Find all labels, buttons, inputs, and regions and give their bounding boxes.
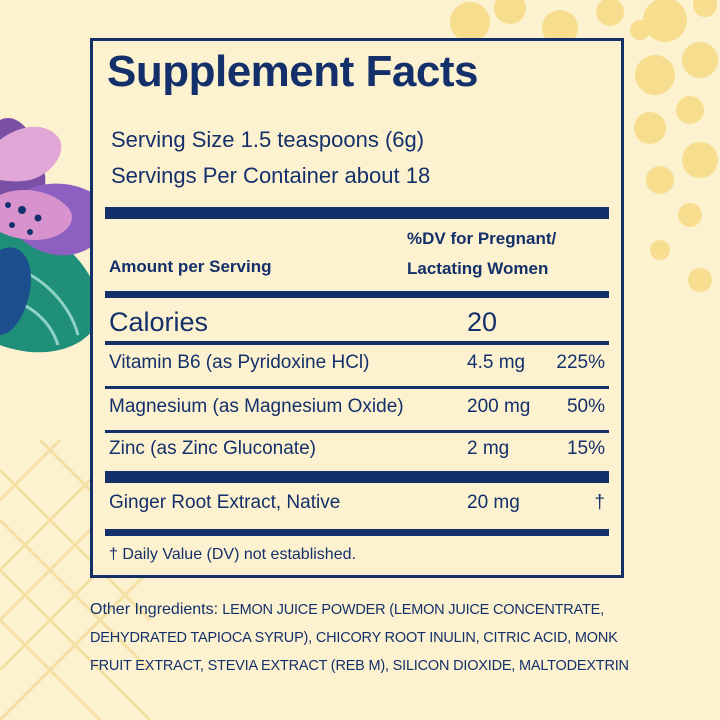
nutrient-name: Zinc (as Zinc Gluconate) <box>109 438 316 459</box>
servings-per-container: Servings Per Container about 18 <box>111 163 431 188</box>
flower-illustration <box>0 118 112 353</box>
serving-size: Serving Size 1.5 teaspoons (6g) <box>111 127 425 152</box>
other-ingredients-label: Other Ingredients: <box>90 601 219 618</box>
dv-header-line2: Lactating Women <box>407 259 549 278</box>
nutrient-amount: 2 mg <box>467 438 510 459</box>
bottom-divider <box>105 529 609 536</box>
header-divider <box>105 291 609 298</box>
panel-title: Supplement Facts <box>107 47 478 96</box>
nutrient-name: Ginger Root Extract, Native <box>109 492 341 513</box>
calories-label: Calories <box>109 307 209 337</box>
nutrient-name: Magnesium (as Magnesium Oxide) <box>109 396 404 417</box>
supplement-facts-panel: Supplement Facts Serving Size 1.5 teaspo… <box>90 38 624 578</box>
other-ingredients-text: LEMON JUICE POWDER (LEMON JUICE CONCENTR… <box>90 602 629 674</box>
dots-pattern <box>450 0 718 292</box>
dv-header-line1: %DV for Pregnant/ <box>407 229 557 248</box>
nutrient-amount: 4.5 mg <box>467 352 526 373</box>
thick-divider <box>105 207 609 219</box>
thick-divider <box>105 471 609 483</box>
other-ingredients: Other Ingredients: LEMON JUICE POWDER (L… <box>90 596 650 680</box>
nutrient-amount: 200 mg <box>467 396 531 417</box>
nutrient-amount: 20 mg <box>467 492 520 513</box>
row-divider <box>105 386 609 389</box>
row-divider <box>105 430 609 433</box>
nutrient-dv: 225% <box>556 352 605 373</box>
calories-value: 20 <box>467 307 498 337</box>
nutrient-dv: 50% <box>566 396 605 417</box>
lattice-pattern <box>0 438 152 720</box>
nutrient-dv: † <box>594 492 605 513</box>
nutrient-dv: 15% <box>566 438 605 459</box>
calories-divider <box>105 341 609 345</box>
dv-footnote: † Daily Value (DV) not established. <box>109 546 356 563</box>
nutrient-name: Vitamin B6 (as Pyridoxine HCl) <box>109 352 370 373</box>
amount-per-serving-header: Amount per Serving <box>109 257 272 276</box>
